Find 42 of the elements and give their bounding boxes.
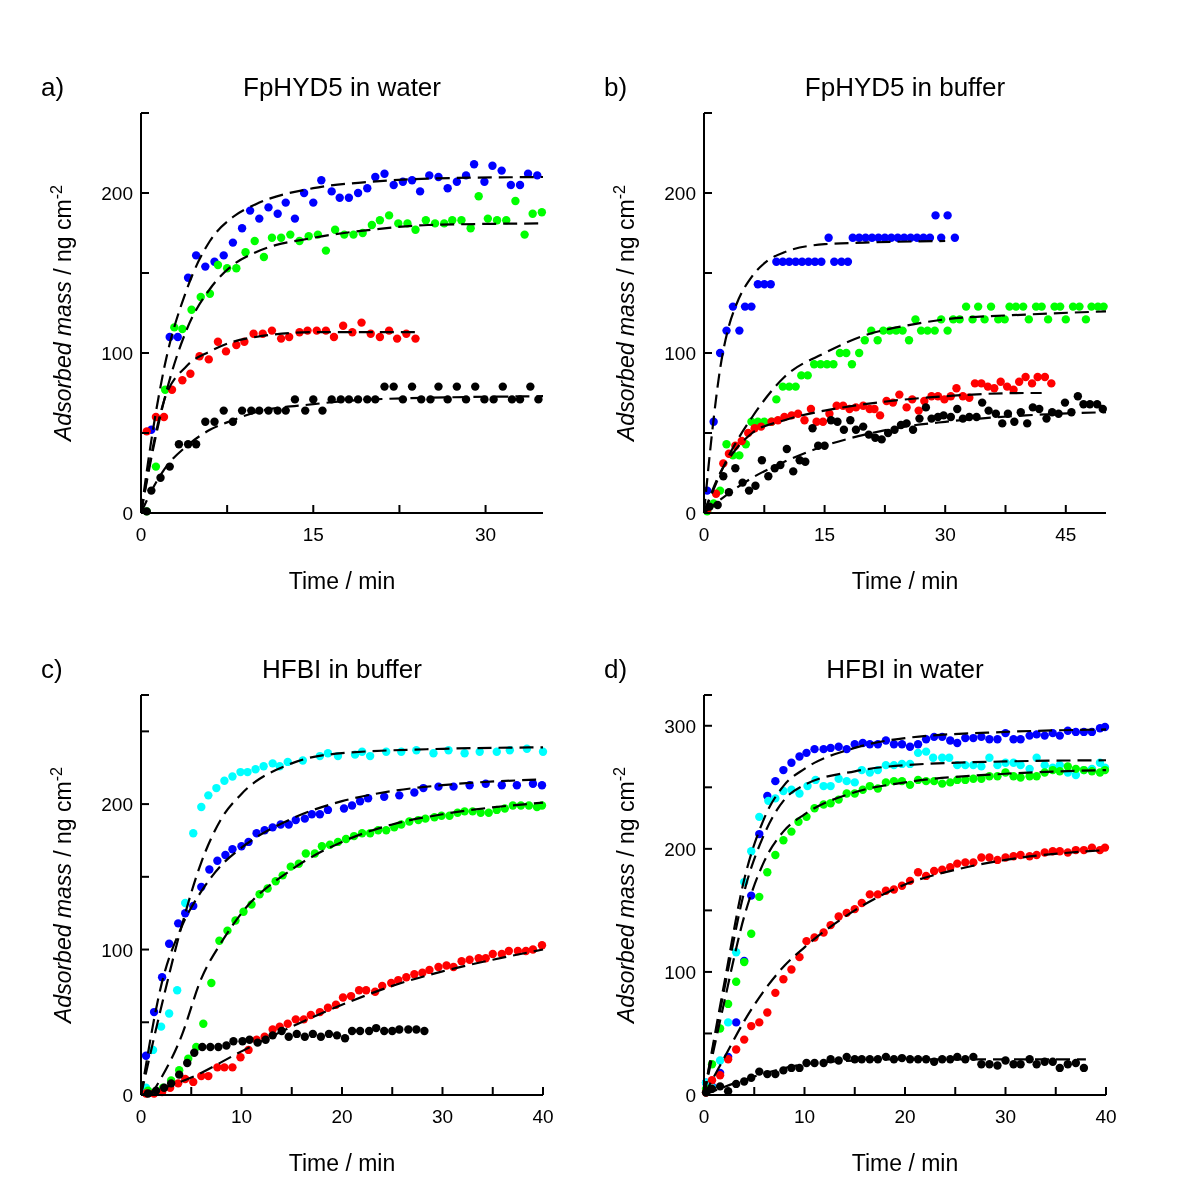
text: a) — [41, 72, 65, 102]
y-tick-label: 200 — [664, 183, 696, 204]
x-tick-label: 0 — [698, 1106, 710, 1127]
x-tick-label: 15 — [814, 524, 836, 545]
x-tick-label: 0 — [698, 524, 710, 545]
x-axis-title: Time / min — [851, 568, 959, 594]
x-tick-label: 45 — [1055, 524, 1077, 545]
y-tick-label: 200 — [101, 794, 133, 816]
text: c) — [41, 654, 63, 684]
x-tick-label: 20 — [894, 1106, 916, 1127]
x-axis-title: Time / min — [288, 568, 396, 594]
y-tick-label: 0 — [685, 503, 696, 524]
x-tick-label: 40 — [532, 1106, 554, 1127]
chart-title: FpHYD5 in water — [243, 72, 442, 102]
text: d) — [604, 654, 628, 684]
y-tick-label: 100 — [101, 343, 133, 364]
y-tick-label: 100 — [664, 343, 696, 364]
x-tick-label: 15 — [302, 524, 324, 545]
text: b) — [604, 72, 628, 102]
x-tick-label: 30 — [934, 524, 956, 545]
x-tick-label: 0 — [135, 524, 147, 545]
x-tick-label: 0 — [135, 1106, 147, 1127]
x-axis-title: Time / min — [851, 1150, 959, 1176]
x-tick-label: 20 — [331, 1106, 353, 1127]
y-tick-label: 100 — [664, 961, 696, 983]
x-axis-title: Time / min — [288, 1150, 396, 1176]
y-tick-label: 100 — [101, 939, 133, 961]
chart-title: HFBI in buffer — [262, 654, 423, 684]
x-tick-label: 30 — [431, 1106, 454, 1127]
y-tick-label: 0 — [122, 503, 133, 524]
y-tick-label: 200 — [101, 183, 133, 204]
x-tick-label: 10 — [230, 1106, 253, 1127]
chart-title: HFBI in water — [826, 654, 985, 684]
y-tick-label: 0 — [685, 1085, 696, 1106]
x-tick-label: 10 — [793, 1106, 816, 1127]
y-tick-label: 0 — [122, 1085, 133, 1106]
x-tick-label: 30 — [994, 1106, 1017, 1127]
chart-title: FpHYD5 in buffer — [804, 72, 1006, 102]
y-tick-label: 200 — [664, 838, 696, 860]
x-tick-label: 30 — [475, 524, 497, 545]
x-tick-label: 40 — [1095, 1106, 1117, 1127]
y-tick-label: 300 — [664, 715, 696, 737]
